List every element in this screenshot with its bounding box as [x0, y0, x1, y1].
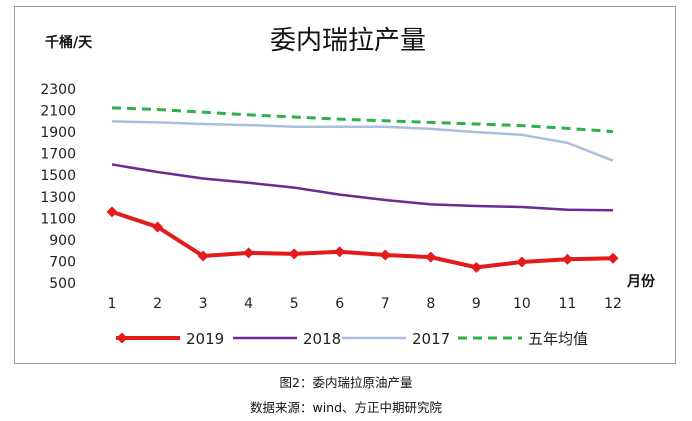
y-tick-label-1500: 1500 — [40, 168, 76, 184]
x-tick-label-9: 9 — [472, 296, 481, 312]
legend-label-五年均值: 五年均值 — [528, 330, 588, 348]
chart-legend: 2019 2018 2017 五年均值 — [116, 330, 588, 348]
y-tick-label-900: 900 — [49, 233, 76, 249]
series-layer — [106, 106, 619, 273]
y-tick-label-2300: 2300 — [40, 82, 76, 98]
x-tick-label-7: 7 — [381, 296, 390, 312]
x-tick-label-6: 6 — [335, 296, 344, 312]
y-tick-label-1300: 1300 — [40, 190, 76, 206]
y-tick-label-1900: 1900 — [40, 125, 76, 141]
x-tick-label-10: 10 — [513, 296, 531, 312]
x-tick-label-12: 12 — [604, 296, 622, 312]
y-tick-label-1700: 1700 — [40, 147, 76, 163]
chart-title: 委内瑞拉产量 — [270, 26, 426, 56]
data-point-2019-5 — [288, 248, 300, 260]
data-point-2019-7 — [379, 249, 391, 261]
chart-canvas: 委内瑞拉产量 千桶/天 月份 500 700 900 1100 1300 1500 1700… — [40, 26, 656, 348]
x-tick-label-2: 2 — [153, 296, 162, 312]
x-tick-label-5: 5 — [290, 296, 299, 312]
y-axis-unit-label: 千桶/天 — [45, 34, 93, 51]
legend-label-2017: 2017 — [412, 330, 450, 348]
data-point-2019-3 — [197, 250, 209, 262]
data-point-2019-9 — [470, 261, 482, 273]
chart-frame: 委内瑞拉产量 千桶/天 月份 500 700 900 1100 1300 1500 1700… — [14, 6, 676, 364]
data-point-2019-1 — [106, 206, 118, 218]
x-tick-label-4: 4 — [244, 296, 253, 312]
data-point-2019-6 — [334, 246, 346, 258]
legend-label-2018: 2018 — [303, 330, 341, 348]
series-line-2018 — [111, 163, 614, 212]
y-axis-ticks: 500 700 900 1100 1300 1500 1700 1900 2100 2300 — [40, 82, 76, 292]
source-caption: 数据来源：wind、方正中期研究院 — [249, 400, 443, 415]
data-point-2019-12 — [607, 252, 619, 264]
series-line-2017 — [111, 120, 614, 162]
x-axis-unit-label: 月份 — [626, 273, 656, 290]
data-point-2019-8 — [425, 251, 437, 263]
x-axis-ticks: 1 2 3 4 5 6 7 8 9 10 11 12 — [108, 296, 622, 312]
data-point-2019-2 — [152, 221, 164, 233]
series-line-2019 — [111, 209, 614, 270]
legend-marker-2019 — [116, 332, 128, 344]
data-point-2019-11 — [561, 253, 573, 265]
y-tick-label-500: 500 — [49, 276, 76, 292]
legend-label-2019: 2019 — [186, 330, 224, 348]
x-tick-label-11: 11 — [559, 296, 577, 312]
y-tick-label-2100: 2100 — [40, 104, 76, 120]
y-tick-label-1100: 1100 — [40, 211, 76, 227]
y-tick-label-700: 700 — [49, 254, 76, 270]
data-point-2019-10 — [516, 256, 528, 268]
x-tick-label-1: 1 — [108, 296, 117, 312]
series-line-五年均值 — [111, 106, 614, 134]
figure-caption: 图2：委内瑞拉原油产量 — [279, 375, 413, 390]
data-point-2019-4 — [243, 247, 255, 259]
x-tick-label-8: 8 — [426, 296, 435, 312]
x-tick-label-3: 3 — [199, 296, 208, 312]
